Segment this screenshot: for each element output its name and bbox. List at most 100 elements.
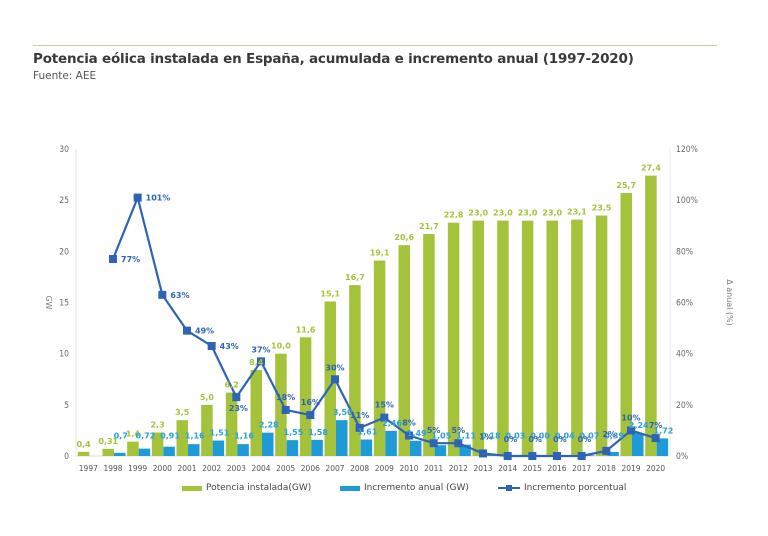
installed-bar bbox=[299, 337, 312, 456]
x-tick-label: 2001 bbox=[177, 464, 196, 473]
increment-bar bbox=[434, 445, 447, 456]
installed-value-label: 23,5 bbox=[592, 204, 612, 213]
increment-value-label: 0,72 bbox=[136, 432, 156, 441]
increment-bar bbox=[410, 440, 422, 456]
increment-bar bbox=[632, 433, 644, 456]
percent-value-label: 10% bbox=[621, 413, 640, 422]
y2-tick-label: 80% bbox=[676, 247, 693, 257]
percent-value-label: 15% bbox=[375, 401, 394, 410]
increment-value-label: 0,39 bbox=[604, 432, 624, 441]
percent-value-label: 63% bbox=[170, 291, 189, 300]
increment-value-label: 1,55 bbox=[284, 428, 304, 437]
x-tick-label: 1998 bbox=[103, 464, 122, 473]
percent-value-label: 37% bbox=[251, 345, 270, 354]
increment-bar bbox=[336, 420, 348, 456]
increment-bar bbox=[237, 444, 249, 456]
x-tick-label: 2015 bbox=[523, 464, 542, 473]
y2-tick-label: 100% bbox=[676, 196, 698, 206]
installed-bar bbox=[151, 432, 164, 456]
increment-bar bbox=[114, 452, 126, 456]
percent-value-label: 16% bbox=[301, 398, 320, 407]
percent-marker bbox=[281, 405, 290, 414]
x-tick-label: 2003 bbox=[227, 464, 246, 473]
x-tick-label: 2002 bbox=[202, 464, 221, 473]
increment-value-label: 1,49 bbox=[407, 429, 427, 438]
percent-marker bbox=[602, 446, 611, 455]
installed-value-label: 22,8 bbox=[444, 211, 464, 220]
installed-bar bbox=[423, 233, 435, 456]
installed-value-label: 3,5 bbox=[175, 408, 190, 417]
increment-bar bbox=[360, 439, 373, 456]
percent-value-label: 5% bbox=[427, 426, 441, 435]
increment-bar bbox=[188, 444, 200, 456]
installed-value-label: 23,0 bbox=[542, 209, 562, 218]
x-tick-label: 2008 bbox=[350, 464, 369, 473]
installed-bar bbox=[447, 222, 460, 456]
increment-value-label: 2,24 bbox=[629, 421, 649, 430]
legend-swatch-installed bbox=[182, 485, 202, 491]
increment-value-label: 0,18 bbox=[481, 432, 501, 441]
installed-bar bbox=[127, 441, 139, 456]
legend-item-increment: Incremento anual (GW) bbox=[340, 483, 498, 493]
percent-value-label: 43% bbox=[220, 342, 239, 351]
percent-value-label: 5% bbox=[452, 426, 466, 435]
percent-marker bbox=[553, 452, 561, 460]
percent-marker bbox=[503, 452, 512, 460]
percent-marker bbox=[306, 411, 315, 420]
percent-value-label: 77% bbox=[121, 255, 140, 264]
installed-bar bbox=[472, 220, 484, 456]
legend-label-percent: Incremento porcentual bbox=[524, 483, 627, 493]
installed-bar bbox=[349, 285, 361, 456]
top-rule bbox=[33, 45, 717, 46]
percent-value-label: 49% bbox=[195, 327, 214, 336]
percent-value-label: 11% bbox=[350, 411, 369, 420]
installed-value-label: 23,0 bbox=[468, 209, 488, 218]
x-tick-label: 2014 bbox=[498, 464, 517, 473]
x-tick-label: 2012 bbox=[449, 464, 468, 473]
percent-marker bbox=[651, 434, 660, 443]
legend-label-installed: Potencia instalada(GW) bbox=[206, 483, 312, 493]
percent-marker bbox=[380, 413, 389, 422]
increment-bar bbox=[385, 430, 397, 456]
increment-bar bbox=[459, 444, 471, 456]
increment-value-label: 1,16 bbox=[234, 432, 254, 441]
installed-value-label: 0,4 bbox=[76, 440, 91, 449]
percent-marker bbox=[429, 439, 438, 448]
y2-tick-label: 20% bbox=[676, 401, 693, 411]
installed-value-label: 23,1 bbox=[567, 208, 587, 217]
y-tick-label: 5 bbox=[64, 401, 69, 411]
chart-source: Fuente: AEE bbox=[33, 70, 97, 82]
increment-value-label: 1,16 bbox=[185, 432, 205, 441]
installed-value-label: 20,6 bbox=[394, 233, 414, 242]
increment-bar bbox=[262, 432, 274, 456]
y-tick-label: 15 bbox=[59, 299, 69, 309]
chart-title: Potencia eólica instalada en España, acu… bbox=[33, 51, 634, 67]
x-tick-label: 2017 bbox=[572, 464, 591, 473]
percent-value-label: 1% bbox=[479, 432, 493, 441]
y2-tick-label: 0% bbox=[676, 452, 688, 462]
x-tick-label: 2004 bbox=[251, 464, 270, 473]
installed-bar bbox=[275, 353, 287, 456]
installed-bar bbox=[77, 451, 90, 456]
x-tick-label: 2006 bbox=[301, 464, 320, 473]
percent-value-label: 23% bbox=[229, 404, 248, 413]
legend-item-percent: Incremento porcentual bbox=[498, 483, 626, 493]
installed-value-label: 6,2 bbox=[224, 381, 238, 390]
increment-value-label: 2,46 bbox=[382, 419, 402, 428]
percent-marker bbox=[133, 193, 142, 202]
installed-bar bbox=[250, 370, 262, 456]
increment-value-label: 1,72 bbox=[654, 426, 674, 435]
x-tick-label: 2020 bbox=[646, 464, 665, 473]
increment-value-label: 1,05 bbox=[432, 432, 452, 441]
data-labels: 0,4 0,31 1,4 2,3 3,5 5,0 6,2 8,4 10,0 11,6 15,1 16,… bbox=[76, 164, 673, 449]
increment-value-label: 0,07 bbox=[580, 432, 600, 441]
installed-bar bbox=[595, 215, 608, 456]
increment-value-label: 1,61 bbox=[358, 428, 378, 437]
increment-value-label: 0,7 bbox=[114, 432, 128, 441]
increment-value-label: 2,28 bbox=[259, 421, 279, 430]
legend: Potencia instalada(GW) Incremento anual … bbox=[182, 483, 626, 493]
percent-value-label: 101% bbox=[146, 194, 171, 203]
y-tick-label: 10 bbox=[59, 350, 69, 360]
increment-bar bbox=[311, 439, 323, 456]
increment-value-label: 1,11 bbox=[456, 432, 476, 441]
